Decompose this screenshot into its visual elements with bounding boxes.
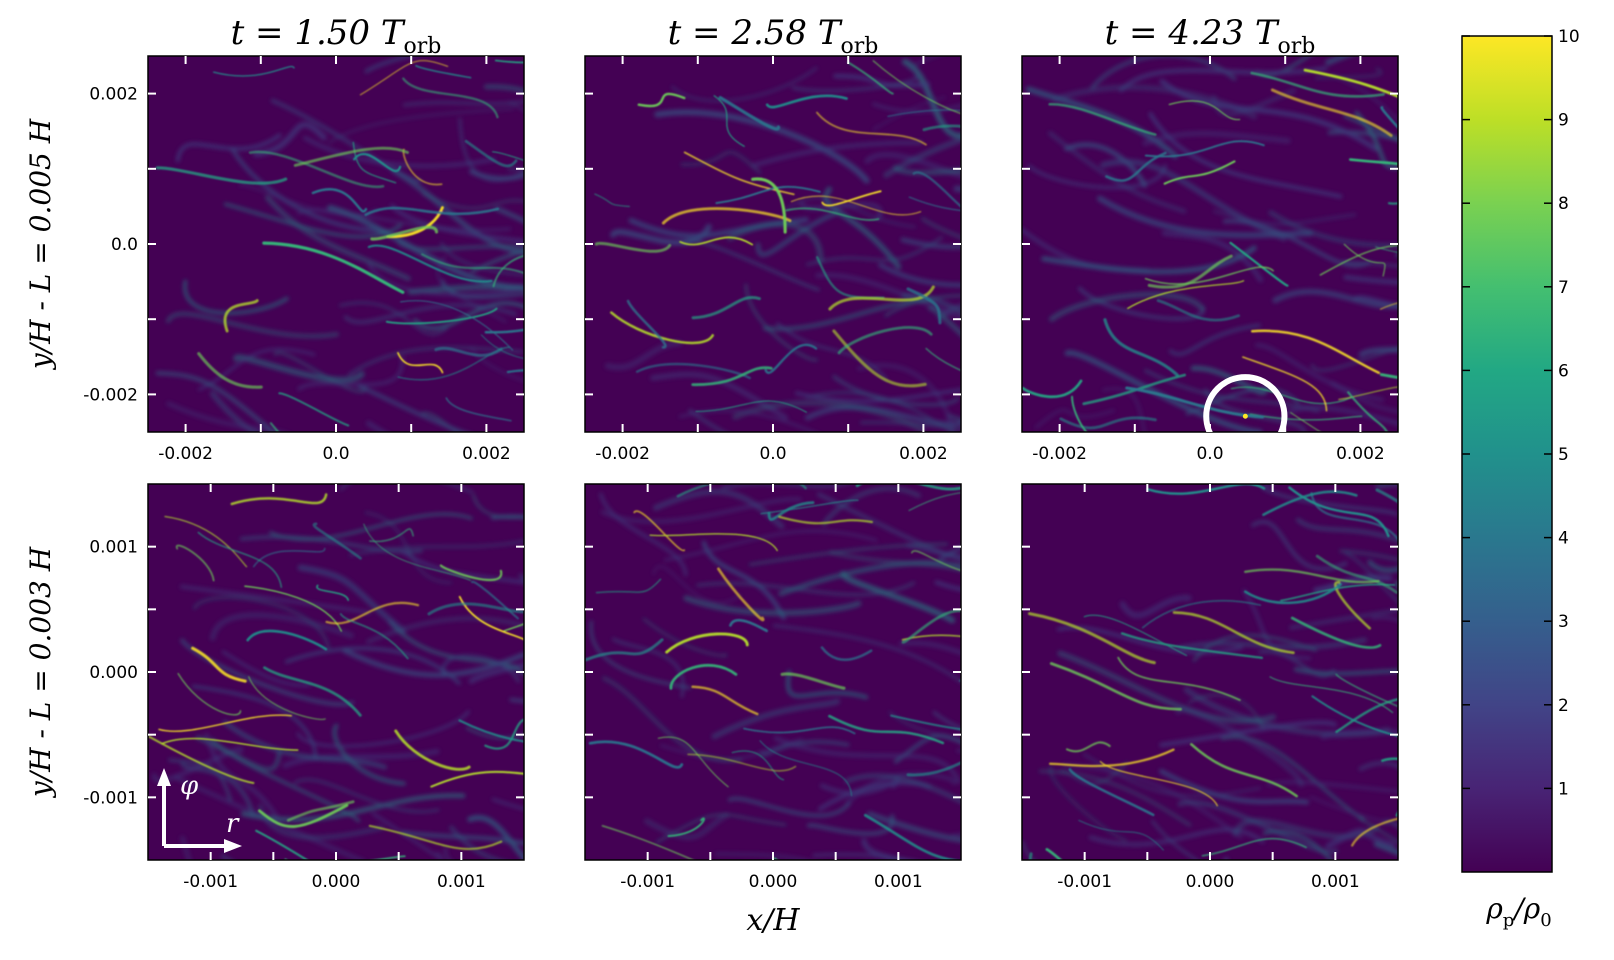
x-tick-label: -0.001 (620, 872, 675, 892)
x-tick-label: -0.002 (1032, 444, 1087, 464)
y-tick-label: 0.001 (89, 538, 138, 558)
colorbar-label: ρp/ρ0 (1485, 892, 1551, 931)
x-tick-label: -0.002 (158, 444, 213, 464)
colorbar-tick-label: 4 (1558, 529, 1569, 549)
panel-r1-c2: -0.001 0.000 0.001 (1021, 483, 1399, 892)
phi-arrowhead (157, 768, 171, 786)
panel-r1-c0: -0.001 0.000 0.001 -0.001 0.000 0.001 φr (83, 483, 525, 892)
x-tick-label: 0.002 (1336, 444, 1385, 464)
row-ylabel: y/H - L = 0.005 H (24, 118, 57, 371)
x-tick-label: 0.002 (899, 444, 948, 464)
y-tick-label: 0.002 (89, 85, 138, 105)
panel-r0-c0: -0.002 0.0 0.002 -0.002 0.0 0.002 t = 1.50 Tor… (83, 13, 525, 464)
colorbar-tick-label: 9 (1558, 111, 1569, 131)
colorbar-tick-label: 3 (1558, 612, 1569, 632)
y-tick-label: 0.0 (111, 235, 138, 255)
colorbar-tick-label: 6 (1558, 361, 1569, 381)
phi-label: φ (180, 771, 199, 801)
colorbar-tick-label: 7 (1558, 278, 1569, 298)
colorbar-tick-label: 10 (1558, 27, 1580, 47)
colorbar-gradient (1461, 35, 1553, 873)
panel-r0-c1: -0.002 0.0 0.002 t = 2.58 Torb (584, 13, 962, 464)
x-tick-label: 0.001 (874, 872, 923, 892)
x-tick-label: 0.001 (1311, 872, 1360, 892)
x-tick-label: 0.0 (759, 444, 786, 464)
x-axis-label: x/H (746, 903, 800, 938)
panel-r0-c2: -0.002 0.0 0.002 t = 4.23 Torb (1021, 13, 1399, 464)
row-ylabel: y/H - L = 0.003 H (24, 546, 57, 799)
panel-r1-c1: -0.001 0.000 0.001 (584, 483, 962, 892)
density-texture (594, 56, 961, 432)
y-tick-label: -0.002 (83, 385, 138, 405)
x-tick-label: -0.001 (183, 872, 238, 892)
x-tick-label: 0.0 (1196, 444, 1223, 464)
r-label: r (226, 809, 240, 839)
x-tick-label: 0.000 (1186, 872, 1235, 892)
y-tick-label: -0.001 (83, 788, 138, 808)
panel-title: t = 2.58 Torb (668, 13, 879, 59)
x-tick-label: 0.002 (462, 444, 511, 464)
density-texture (155, 56, 524, 432)
x-tick-label: 0.000 (749, 872, 798, 892)
colorbar-tick-label: 5 (1558, 445, 1569, 465)
x-tick-label: -0.001 (1057, 872, 1112, 892)
colorbar-tick-label: 2 (1558, 696, 1569, 716)
colorbar-tick-label: 8 (1558, 194, 1569, 214)
panel-title: t = 1.50 Torb (231, 13, 442, 59)
heatmap-background (585, 484, 961, 860)
panel-title: t = 4.23 Torb (1105, 13, 1316, 59)
colorbar: 1 2 3 4 5 6 7 8 9 10 ρp/ρ0 (1461, 27, 1580, 931)
density-texture (1022, 484, 1398, 860)
x-tick-label: 0.001 (437, 872, 486, 892)
r-arrowhead (224, 839, 242, 853)
colorbar-tick-label: 1 (1558, 779, 1569, 799)
x-tick-label: 0.000 (312, 872, 361, 892)
clump-point (1242, 413, 1248, 419)
y-tick-label: 0.000 (89, 663, 138, 683)
x-tick-label: -0.002 (595, 444, 650, 464)
circle-marker (1203, 374, 1288, 432)
x-tick-label: 0.0 (322, 444, 349, 464)
